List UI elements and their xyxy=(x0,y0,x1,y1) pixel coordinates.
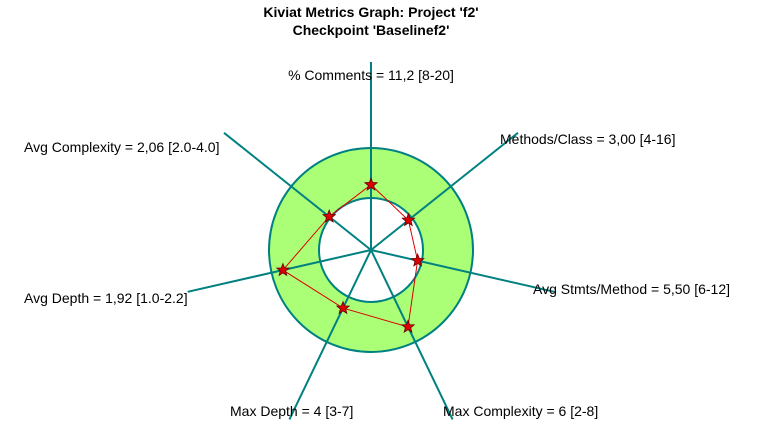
value-polygon xyxy=(282,184,419,328)
value-marker-7 xyxy=(321,209,337,223)
axis-5 xyxy=(288,249,372,420)
axis-3 xyxy=(370,249,555,293)
value-marker-1 xyxy=(363,177,379,191)
axis-7 xyxy=(223,132,372,251)
value-marker-4 xyxy=(400,319,416,334)
axis-2 xyxy=(370,132,519,251)
chart-subtitle: Checkpoint 'Baselinef2' xyxy=(293,22,450,38)
normal-range-annulus xyxy=(269,148,473,352)
value-marker-5 xyxy=(335,300,351,315)
metric-labels: % Comments = 11,2 [8-20] Methods/Class = … xyxy=(24,67,730,419)
metric-label-3: Avg Stmts/Method = 5,50 [6-12] xyxy=(533,281,730,297)
value-marker-2 xyxy=(401,212,416,227)
value-marker-3 xyxy=(410,253,425,267)
metric-label-1: % Comments = 11,2 [8-20] xyxy=(288,67,454,83)
axis-6 xyxy=(187,249,372,293)
metric-label-5: Max Depth = 4 [3-7] xyxy=(230,403,353,419)
chart-title: Kiviat Metrics Graph: Project 'f2' xyxy=(263,4,478,20)
metric-label-4: Max Complexity = 6 [2-8] xyxy=(443,403,598,419)
value-marker-6 xyxy=(275,262,291,277)
axes xyxy=(187,62,555,420)
value-polygon-layer xyxy=(282,184,419,328)
axis-4 xyxy=(370,249,454,420)
value-markers xyxy=(275,177,425,334)
metric-label-7: Avg Complexity = 2,06 [2.0-4.0] xyxy=(24,139,219,155)
metric-label-6: Avg Depth = 1,92 [1.0-2.2] xyxy=(24,290,188,306)
metric-label-2: Methods/Class = 3,00 [4-16] xyxy=(500,131,676,147)
